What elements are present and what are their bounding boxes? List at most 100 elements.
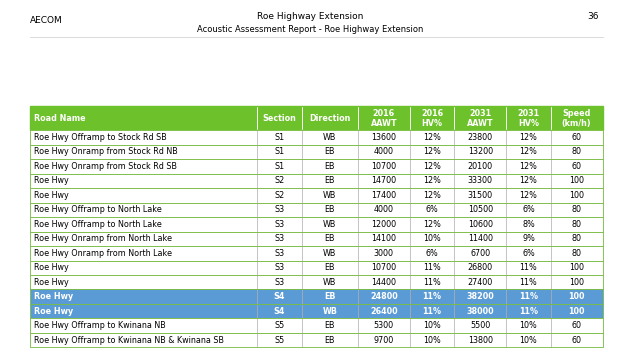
- Bar: [410, 130, 454, 144]
- Text: 36: 36: [587, 12, 598, 21]
- Text: Roe Hwy: Roe Hwy: [34, 263, 69, 272]
- Bar: [30, 333, 603, 348]
- Bar: [551, 333, 603, 348]
- Bar: [551, 232, 603, 246]
- Bar: [410, 106, 454, 130]
- Text: 11%: 11%: [519, 292, 538, 301]
- Text: EB: EB: [324, 234, 335, 243]
- Text: Acoustic Assessment Report - Roe Highway Extension: Acoustic Assessment Report - Roe Highway…: [197, 25, 423, 34]
- Text: S3: S3: [275, 278, 285, 287]
- Bar: [30, 130, 603, 144]
- Bar: [454, 159, 507, 173]
- Bar: [257, 130, 302, 144]
- Text: Roe Hwy: Roe Hwy: [34, 191, 69, 200]
- Bar: [551, 174, 603, 188]
- Bar: [30, 275, 603, 290]
- Text: 13600: 13600: [371, 133, 396, 142]
- Bar: [551, 275, 603, 290]
- Bar: [257, 106, 302, 130]
- Text: 9700: 9700: [374, 336, 394, 345]
- Bar: [358, 290, 410, 304]
- Bar: [302, 188, 358, 202]
- Bar: [257, 304, 302, 318]
- Bar: [410, 159, 454, 173]
- Text: EB: EB: [324, 336, 335, 345]
- Bar: [257, 246, 302, 260]
- Bar: [410, 188, 454, 202]
- Bar: [551, 188, 603, 202]
- Bar: [410, 275, 454, 290]
- Bar: [257, 144, 302, 159]
- Bar: [257, 232, 302, 246]
- Bar: [507, 106, 551, 130]
- Text: Roe Hwy Onramp from North Lake: Roe Hwy Onramp from North Lake: [34, 234, 172, 243]
- Bar: [507, 232, 551, 246]
- Bar: [358, 318, 410, 333]
- Text: 17400: 17400: [371, 191, 396, 200]
- Bar: [30, 106, 257, 130]
- Bar: [257, 159, 302, 173]
- Bar: [302, 159, 358, 173]
- Bar: [302, 232, 358, 246]
- Bar: [454, 202, 507, 217]
- Text: 10500: 10500: [467, 205, 493, 214]
- Bar: [302, 275, 358, 290]
- Bar: [302, 144, 358, 159]
- Bar: [551, 260, 603, 275]
- Bar: [302, 318, 358, 333]
- Text: 10700: 10700: [371, 162, 396, 171]
- Bar: [358, 174, 410, 188]
- Text: S1: S1: [275, 133, 285, 142]
- Text: WB: WB: [323, 133, 337, 142]
- Bar: [358, 130, 410, 144]
- Text: 80: 80: [572, 249, 582, 258]
- Bar: [30, 188, 603, 202]
- Bar: [507, 260, 551, 275]
- Bar: [410, 202, 454, 217]
- Text: S4: S4: [274, 292, 285, 301]
- Text: 8%: 8%: [522, 220, 535, 229]
- Bar: [302, 304, 358, 318]
- Text: Roe Hwy: Roe Hwy: [34, 307, 73, 316]
- Bar: [454, 217, 507, 232]
- Text: Roe Hwy: Roe Hwy: [34, 278, 69, 287]
- Text: 6700: 6700: [470, 249, 490, 258]
- Text: AECOM: AECOM: [30, 16, 63, 25]
- Text: EB: EB: [324, 321, 335, 330]
- Bar: [410, 174, 454, 188]
- Bar: [454, 333, 507, 348]
- Text: 11%: 11%: [423, 307, 441, 316]
- Text: 5500: 5500: [470, 321, 490, 330]
- Bar: [410, 318, 454, 333]
- Bar: [551, 144, 603, 159]
- Text: 2016
HV%: 2016 HV%: [421, 109, 443, 128]
- Text: EB: EB: [324, 162, 335, 171]
- Text: Roe Hwy Onramp from Stock Rd NB: Roe Hwy Onramp from Stock Rd NB: [34, 147, 178, 156]
- Bar: [257, 188, 302, 202]
- Bar: [358, 275, 410, 290]
- Text: 12000: 12000: [371, 220, 396, 229]
- Bar: [257, 290, 302, 304]
- Bar: [302, 290, 358, 304]
- Bar: [454, 174, 507, 188]
- Bar: [454, 304, 507, 318]
- Text: WB: WB: [323, 220, 337, 229]
- Bar: [358, 217, 410, 232]
- Bar: [358, 232, 410, 246]
- Text: 38200: 38200: [466, 292, 494, 301]
- Bar: [30, 174, 257, 188]
- Bar: [454, 106, 507, 130]
- Bar: [257, 333, 302, 348]
- Text: 12%: 12%: [423, 147, 441, 156]
- Bar: [358, 144, 410, 159]
- Bar: [30, 232, 257, 246]
- Text: 14100: 14100: [371, 234, 396, 243]
- Text: 100: 100: [569, 292, 585, 301]
- Text: 13800: 13800: [467, 336, 493, 345]
- Bar: [358, 202, 410, 217]
- Text: 11%: 11%: [520, 278, 538, 287]
- Bar: [507, 130, 551, 144]
- Text: 6%: 6%: [522, 249, 535, 258]
- Text: 11%: 11%: [520, 263, 538, 272]
- Text: S3: S3: [275, 205, 285, 214]
